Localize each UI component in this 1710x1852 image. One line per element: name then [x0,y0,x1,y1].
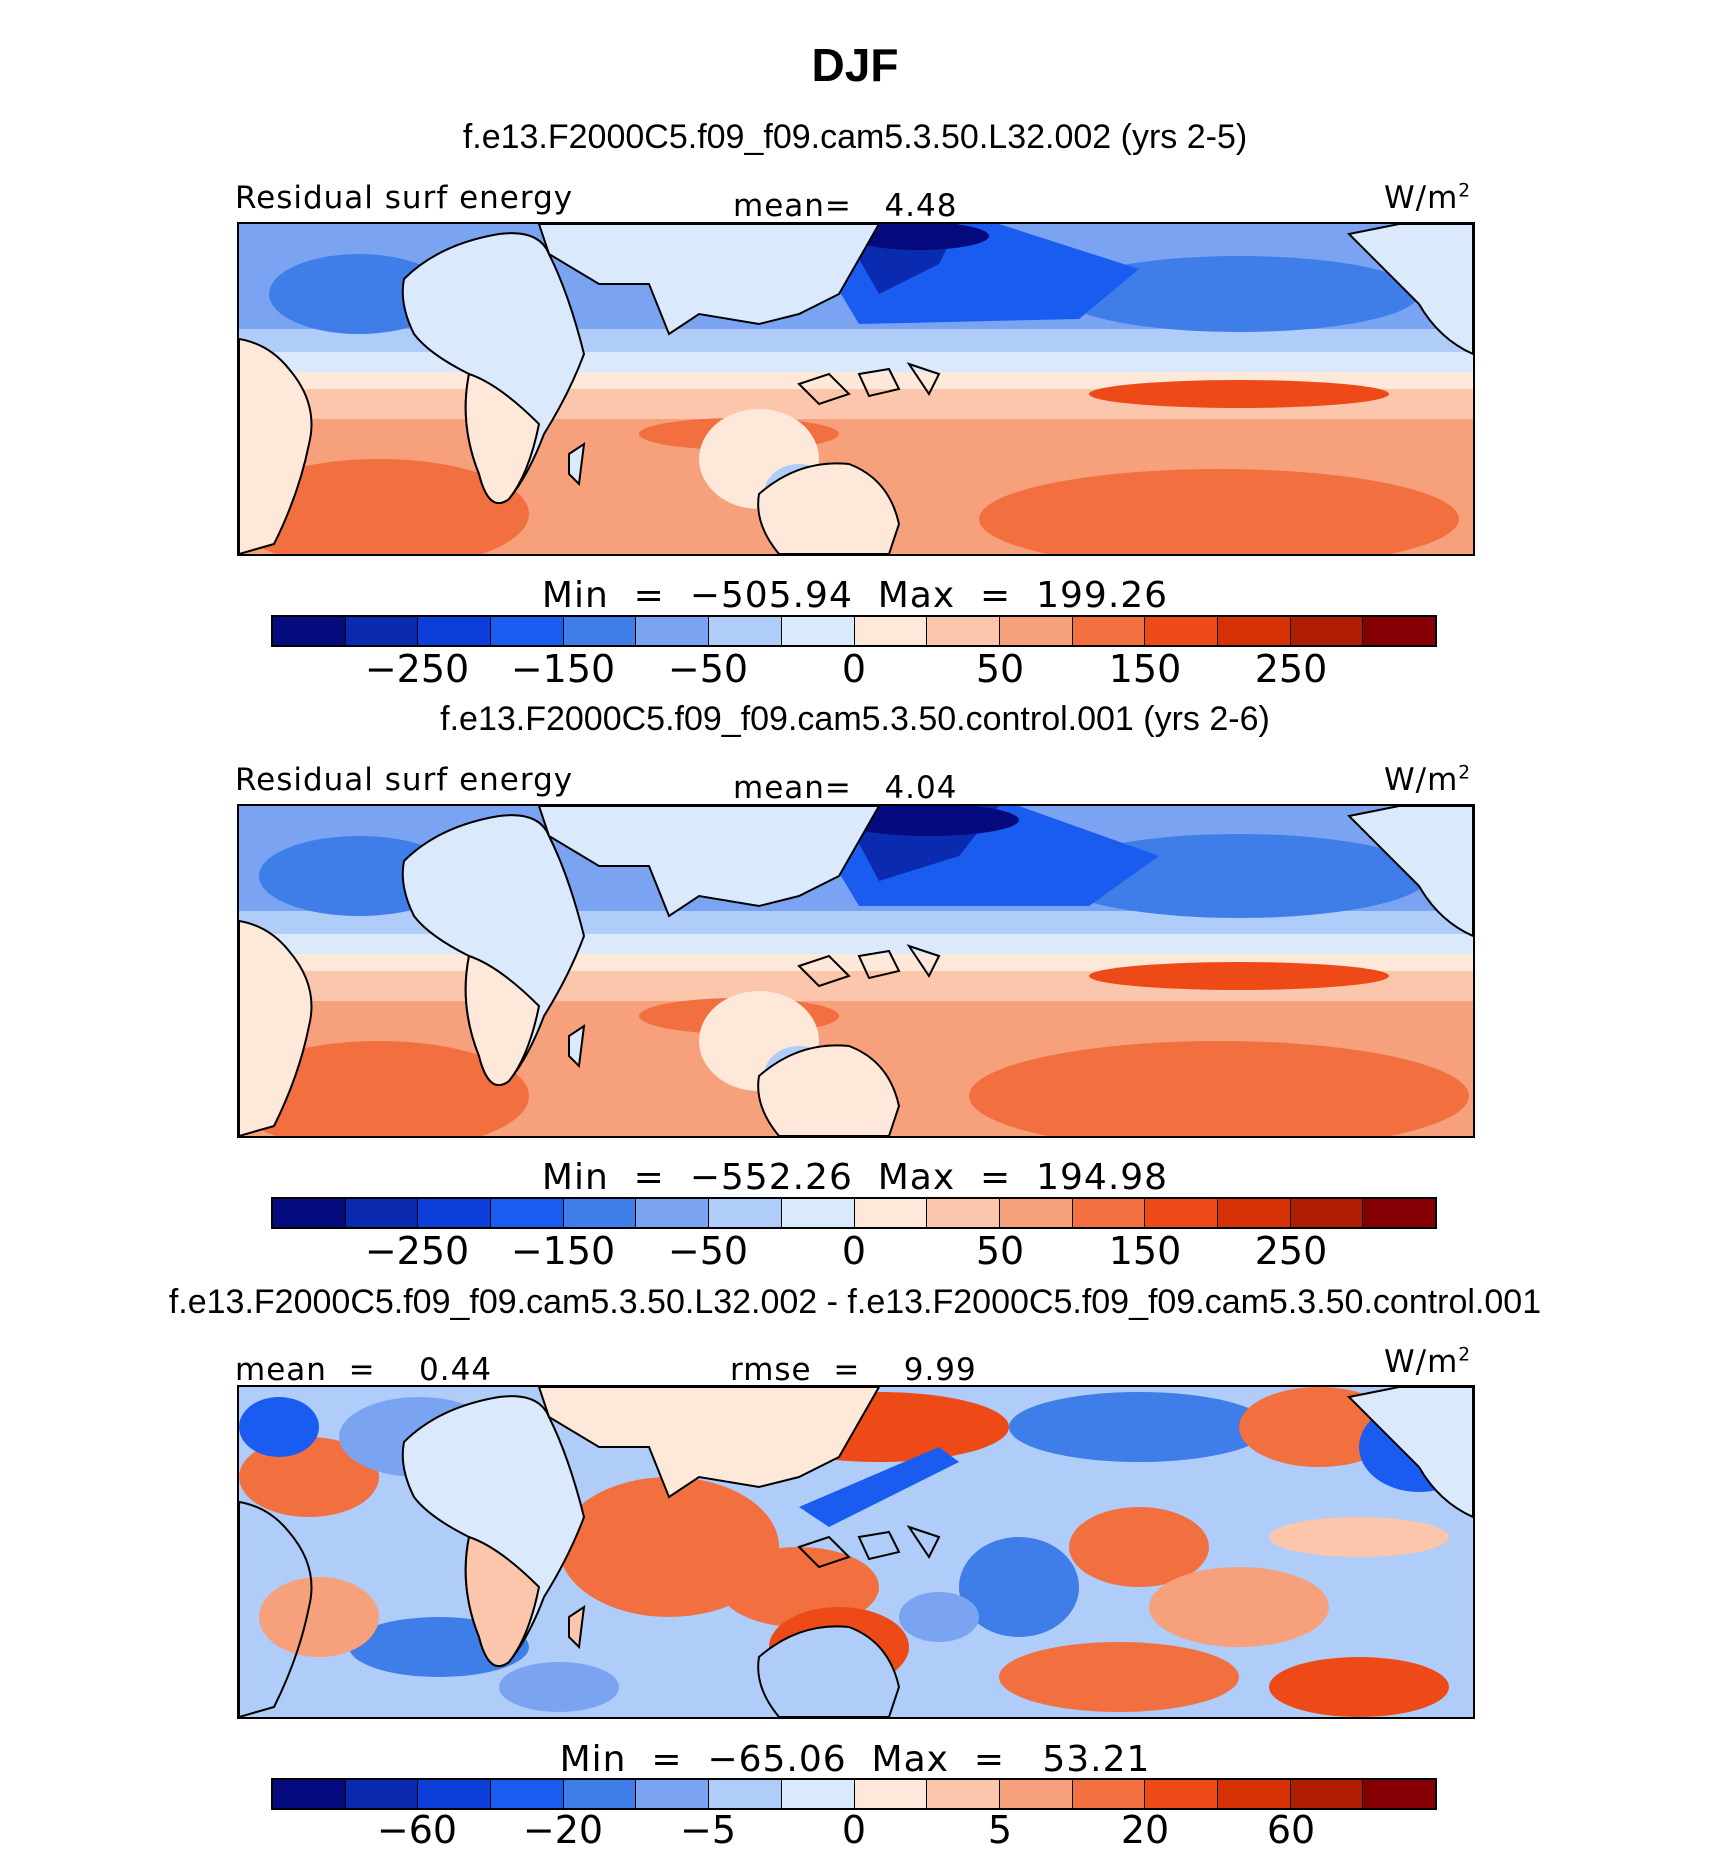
panel-1-asia [537,224,881,336]
panel-3-units: W/m2 [1384,1344,1472,1380]
panel-1-map [237,222,1475,556]
panel-2-colorbar-tick: 0 [841,1229,867,1273]
panel-3-colorbar-tick: 60 [1266,1808,1316,1852]
panel-3-colorbar-tick: 5 [987,1808,1013,1852]
panel-2-variable-label: Residual surf energy [235,762,574,798]
panel-1-africa [401,232,586,505]
panel-2-min-max: Min = −552.26 Max = 194.98 [541,1157,1169,1198]
panel-3-case-title: f.e13.F2000C5.f09_f09.cam5.3.50.L32.002 … [168,1283,1542,1321]
panel-3-mean-label: mean = 0.44 [235,1352,493,1388]
panel-3-colorbar-tick: −60 [376,1808,458,1852]
panel-1-colorbar [271,615,1437,647]
panel-2-units: W/m2 [1384,762,1472,798]
panel-2-colorbar-tick: 250 [1254,1229,1328,1273]
panel-3-colorbar-tick: −5 [679,1808,737,1852]
panel-1-colorbar-tick: 250 [1254,647,1328,691]
panel-1-mean-label: mean= 4.48 [733,188,958,224]
panel-1-colorbar-tick: −150 [510,647,616,691]
panel-3-colorbar-tick: 0 [841,1808,867,1852]
figure-title: DJF [811,39,899,91]
panel-2-map [237,804,1475,1138]
panel-1-colorbar-tick: 50 [975,647,1025,691]
panel-2-mean-label: mean= 4.04 [733,770,958,806]
panel-1-variable-label: Residual surf energy [235,180,574,216]
panel-1-min-max: Min = −505.94 Max = 199.26 [541,575,1169,616]
panel-3-rmse-label: rmse = 9.99 [730,1352,977,1388]
panel-1-colorbar-tick: −250 [364,647,470,691]
panel-2-colorbar-tick: −150 [510,1229,616,1273]
panel-2-colorbar-tick: 150 [1108,1229,1182,1273]
panel-3-colorbar-tick: 20 [1120,1808,1170,1852]
panel-2-colorbar-tick: 50 [975,1229,1025,1273]
panel-3-map [237,1385,1475,1719]
panel-1-colorbar-tick: 0 [841,647,867,691]
panel-3-colorbar [271,1778,1437,1810]
panel-2-colorbar [271,1197,1437,1229]
panel-1-south-america [239,337,313,554]
panel-2-case-title: f.e13.F2000C5.f09_f09.cam5.3.50.control.… [440,700,1270,738]
panel-1-australia [757,462,901,554]
panel-1-case-title: f.e13.F2000C5.f09_f09.cam5.3.50.L32.002 … [462,118,1248,156]
panel-3-min-max: Min = −65.06 Max = 53.21 [559,1739,1151,1780]
panel-2-colorbar-tick: −250 [364,1229,470,1273]
panel-1-units: W/m2 [1384,180,1472,216]
panel-1-colorbar-tick: −50 [667,647,749,691]
panel-3-colorbar-tick: −20 [522,1808,604,1852]
panel-1-colorbar-tick: 150 [1108,647,1182,691]
panel-1-north-america [1346,224,1473,356]
panel-2-colorbar-tick: −50 [667,1229,749,1273]
